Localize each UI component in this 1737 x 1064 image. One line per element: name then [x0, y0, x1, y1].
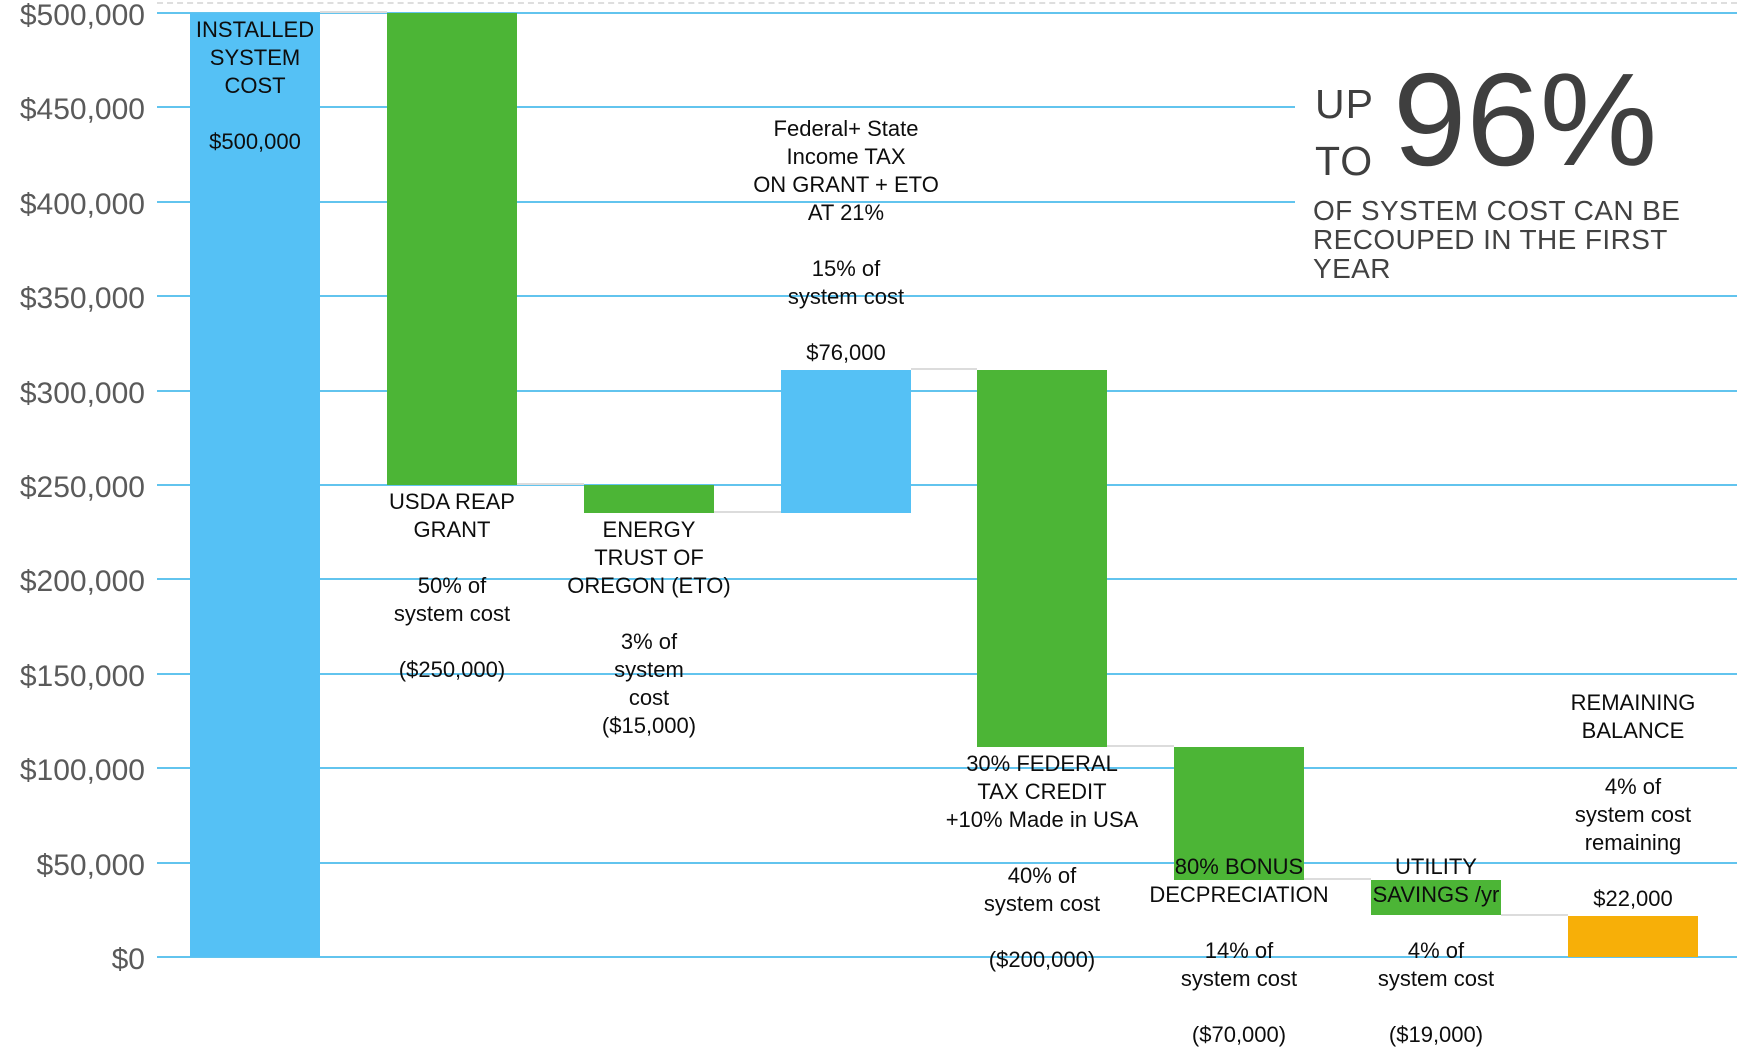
energy-trust-of-oregon-label: ENERGY TRUST OF OREGON (ETO) 3% of syste… [567, 517, 731, 739]
waterfall-connector-line [320, 11, 387, 13]
headline-96-percent: 96% [1393, 46, 1658, 193]
y-gridline [157, 389, 1737, 392]
federal-state-income-tax-label: Federal+ State Income TAX ON GRANT + ETO… [753, 115, 939, 365]
y-axis-tick-label: $400,000 [19, 187, 145, 221]
waterfall-connector-line [1304, 877, 1371, 880]
federal-tax-credit-bar [977, 369, 1107, 748]
headline-subtitle: OF SYSTEM COST CAN BE RECOUPED IN THE FI… [1313, 195, 1681, 284]
bonus-depreciation-bar [1174, 747, 1304, 880]
top-dashed-line [157, 2, 1737, 4]
headline-background [1295, 54, 1737, 266]
y-gridline [157, 106, 1737, 109]
y-gridline [157, 861, 1737, 864]
remaining-balance-label: REMAINING BALANCE 4% of system cost rema… [1570, 689, 1696, 911]
remaining-balance-bar [1568, 915, 1698, 957]
headline-up-to-text: UP TO [1315, 81, 1374, 184]
waterfall-connector-line [714, 511, 781, 514]
y-gridline [157, 956, 1737, 958]
y-axis-tick-label: $350,000 [19, 282, 145, 316]
y-axis-tick-label: $150,000 [19, 659, 145, 693]
energy-trust-of-oregon-bar [584, 485, 714, 514]
y-axis-tick-label: $50,000 [36, 848, 145, 882]
waterfall-connector-line [517, 483, 584, 485]
installed-system-cost-bar [190, 13, 320, 957]
waterfall-connector-line [911, 367, 977, 370]
bonus-depreciation-label: 80% BONUS DECPRECIATION 14% of system co… [1149, 853, 1329, 1047]
y-axis-tick-label: $0 [111, 943, 145, 976]
usda-reap-grant-label: USDA REAP GRANT 50% of system cost ($250… [389, 489, 515, 682]
y-axis-tick-label: $450,000 [19, 93, 145, 127]
y-axis-tick-label: $100,000 [19, 754, 145, 788]
y-gridline [157, 672, 1737, 675]
y-gridline [157, 578, 1737, 581]
y-axis-tick-label: $500,000 [19, 0, 145, 32]
utility-savings-bar [1371, 879, 1501, 916]
federal-tax-credit-label: 30% FEDERAL TAX CREDIT +10% Made in USA … [945, 751, 1139, 973]
y-gridline [157, 200, 1737, 203]
waterfall-connector-line [1501, 913, 1568, 916]
y-gridline [157, 767, 1737, 770]
y-gridline [157, 12, 1737, 14]
federal-state-income-tax-bar [781, 369, 911, 514]
waterfall-connector-line [1107, 745, 1174, 748]
y-gridline [157, 484, 1737, 486]
y-axis-tick-label: $250,000 [19, 471, 145, 504]
y-axis-tick-label: $300,000 [19, 376, 145, 410]
y-gridline [157, 295, 1737, 298]
utility-savings-label: UTILITY SAVINGS /yr 4% of system cost ($… [1372, 853, 1500, 1047]
y-axis-tick-label: $200,000 [19, 565, 145, 599]
installed-system-cost-label: INSTALLED SYSTEM COST $500,000 [195, 17, 315, 154]
usda-reap-grant-bar [387, 13, 517, 485]
